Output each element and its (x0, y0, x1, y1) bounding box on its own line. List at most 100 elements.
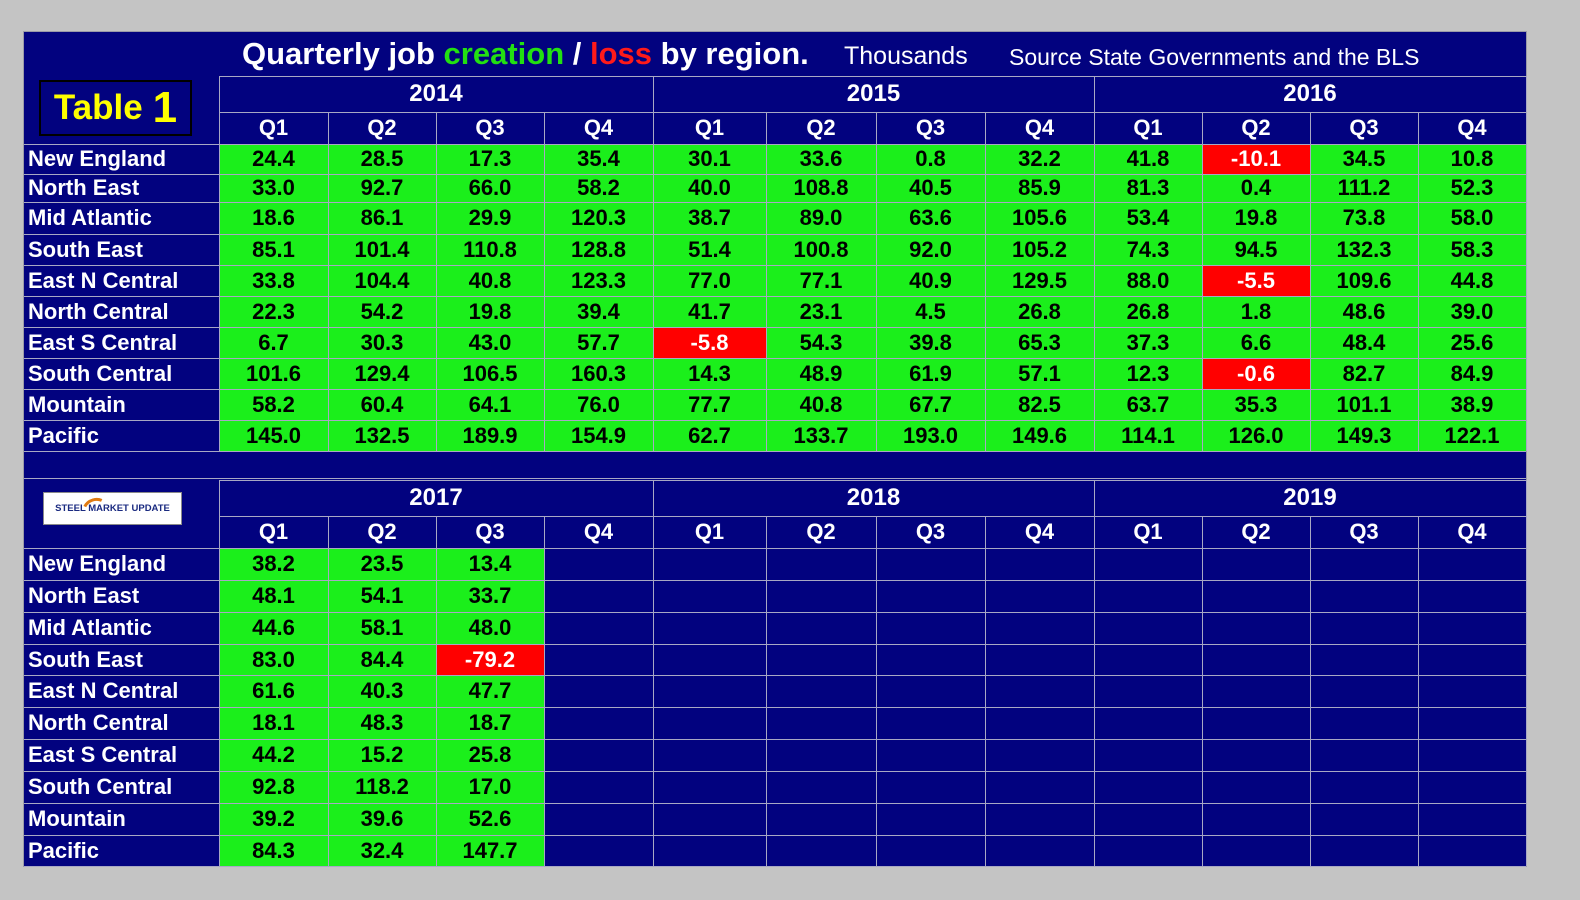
grid-line (24, 234, 1526, 235)
grid-line (24, 389, 1526, 390)
grid-line (24, 296, 1526, 297)
grid-line (24, 174, 1526, 175)
value-cell: 61.6 (219, 675, 328, 707)
value-cell: 39.8 (876, 327, 985, 358)
value-cell: 94.5 (1202, 234, 1310, 265)
grid-line (1310, 516, 1311, 866)
grid-line (1526, 76, 1527, 451)
value-cell: 39.0 (1418, 296, 1526, 327)
grid-line (24, 675, 1526, 676)
quarter-header: Q4 (1024, 115, 1055, 140)
value-cell: 57.1 (985, 358, 1094, 389)
value-cell: 29.9 (436, 202, 544, 234)
value-cell: 77.0 (653, 265, 766, 296)
value-cell: 57.7 (544, 327, 653, 358)
value-cell: 189.9 (436, 420, 544, 451)
value-cell: 106.5 (436, 358, 544, 389)
quarter-header: Q3 (915, 519, 946, 544)
value-cell: 54.2 (328, 296, 436, 327)
grid-line (1310, 112, 1311, 451)
value-cell: -5.8 (653, 327, 766, 358)
quarter-header: Q2 (806, 519, 836, 544)
value-cell: -0.6 (1202, 358, 1310, 389)
grid-line (24, 771, 1526, 772)
grid-line (24, 265, 1526, 266)
value-cell: 52.6 (436, 803, 544, 835)
value-cell: 25.6 (1418, 327, 1526, 358)
quarter-header: Q1 (1133, 519, 1163, 544)
value-cell: 4.5 (876, 296, 985, 327)
value-cell: 85.9 (985, 174, 1094, 202)
value-cell: 40.0 (653, 174, 766, 202)
value-cell: 129.5 (985, 265, 1094, 296)
value-cell: 76.0 (544, 389, 653, 420)
value-cell: 44.8 (1418, 265, 1526, 296)
value-cell: 54.3 (766, 327, 876, 358)
grid-line (24, 358, 1526, 359)
value-cell: 74.3 (1094, 234, 1202, 265)
title-part1: Quarterly job (242, 36, 444, 71)
grid-line (24, 580, 1526, 581)
logo-text: STEEL MARKET UPDATE (55, 503, 170, 514)
year-header: 2014 (409, 80, 463, 107)
grid-line (1418, 516, 1419, 866)
value-cell: 101.4 (328, 234, 436, 265)
grid-line (219, 112, 1526, 113)
value-cell: 84.9 (1418, 358, 1526, 389)
value-cell: 17.0 (436, 771, 544, 803)
value-cell: 30.3 (328, 327, 436, 358)
value-cell: 160.3 (544, 358, 653, 389)
year-header: 2017 (409, 484, 463, 511)
value-cell: 6.6 (1202, 327, 1310, 358)
quarter-header: Q2 (367, 519, 397, 544)
value-cell: 133.7 (766, 420, 876, 451)
value-cell: 32.2 (985, 144, 1094, 174)
region-label: North Central (28, 710, 169, 735)
value-cell: 48.9 (766, 358, 876, 389)
title-main: Quarterly job creation / loss by region. (242, 36, 809, 72)
quarter-header: Q2 (806, 115, 836, 140)
grid-line (1094, 480, 1095, 866)
value-cell: 43.0 (436, 327, 544, 358)
quarter-header: Q4 (583, 519, 614, 544)
region-label: East S Central (28, 329, 178, 355)
grid-line (219, 480, 1526, 481)
grid-line (1202, 516, 1203, 866)
value-cell: 193.0 (876, 420, 985, 451)
value-cell: 48.0 (436, 612, 544, 644)
value-cell: 41.8 (1094, 144, 1202, 174)
value-cell: 48.1 (219, 580, 328, 612)
value-cell: 123.3 (544, 265, 653, 296)
title-slash: / (564, 36, 590, 71)
value-cell: 120.3 (544, 202, 653, 234)
grid-line (544, 112, 545, 451)
grid-line (985, 516, 986, 866)
grid-line (876, 112, 877, 451)
title-part2: by region. (652, 36, 809, 71)
quarter-header: Q2 (1241, 519, 1271, 544)
value-cell: 33.8 (219, 265, 328, 296)
grid-line (544, 516, 545, 866)
swoosh-logo-icon (78, 493, 114, 529)
value-cell: 110.8 (436, 234, 544, 265)
value-cell: 63.7 (1094, 389, 1202, 420)
region-label: East S Central (28, 742, 178, 767)
value-cell: 15.2 (328, 739, 436, 771)
value-cell: 83.0 (219, 644, 328, 675)
steel-market-update-logo: STEEL MARKET UPDATE (43, 492, 182, 529)
grid-line (219, 76, 220, 451)
grid-line (436, 516, 437, 866)
value-cell: 39.2 (219, 803, 328, 835)
value-cell: 33.0 (219, 174, 328, 202)
value-cell: 1.8 (1202, 296, 1310, 327)
value-cell: 108.8 (766, 174, 876, 202)
quarter-header: Q3 (915, 115, 946, 140)
value-cell: 149.6 (985, 420, 1094, 451)
quarter-header: Q3 (1349, 519, 1379, 544)
year-header: 2016 (1283, 80, 1337, 107)
region-label: Mid Atlantic (28, 615, 152, 640)
value-cell: 10.8 (1418, 144, 1526, 174)
grid-line (1094, 76, 1095, 451)
region-label: South East (28, 236, 143, 262)
title-creation: creation (443, 36, 565, 71)
